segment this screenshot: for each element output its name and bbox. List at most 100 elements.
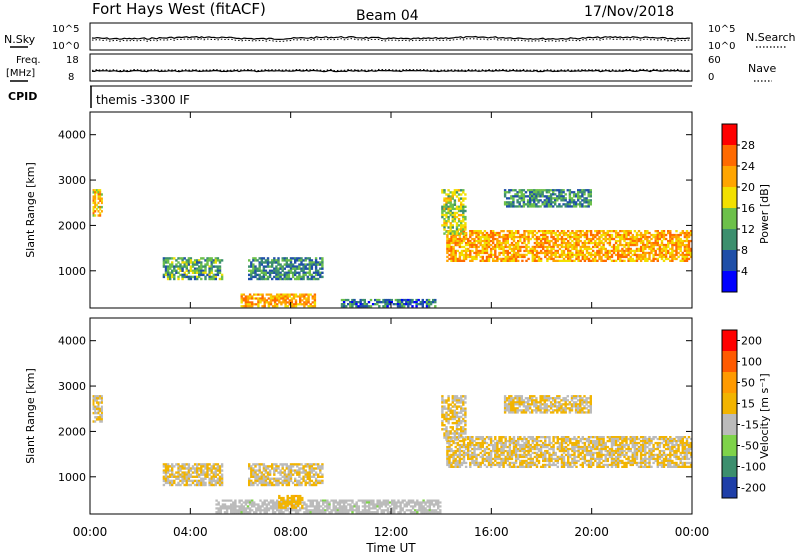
echo-cell [273,463,276,466]
echo-cell [302,475,305,478]
echo-cell [546,230,549,233]
echo-cell [166,475,170,478]
echo-cell [539,233,543,237]
echo-cell [311,509,314,512]
echo-cell [483,459,487,463]
echo-cell [479,249,482,253]
echo-cell [581,461,584,465]
echo-cell [526,195,530,198]
echo-cell [514,193,517,196]
echo-cell [473,255,476,259]
echo-cell [523,451,526,455]
echo-cell [549,201,553,204]
echo-cell [399,507,402,510]
echo-cell [485,457,489,461]
echo-cell [234,499,237,502]
echo-cell [313,305,317,308]
echo-cell [462,228,465,231]
echo-cell [587,451,591,455]
echo-cell [92,397,95,400]
echo-cell [450,455,453,459]
echo-cell [544,443,547,447]
echo-cell [579,453,582,457]
echo-cell [654,239,657,243]
echo-cell [250,271,253,274]
echo-cell [496,447,499,451]
echo-cell [519,233,522,237]
echo-cell [300,477,303,480]
echo-cell [451,195,454,198]
echo-cell [533,445,537,449]
echo-cell [462,443,466,447]
echo-cell [279,273,282,277]
echo-cell [527,239,530,243]
echo-cell [602,463,605,467]
echo-cell [625,230,628,233]
echo-cell [450,453,453,457]
echo-cell [520,191,523,194]
echo-cell [92,407,95,411]
echo-cell [548,243,551,247]
echo-cell [635,257,639,261]
echo-cell [304,479,307,483]
echo-cell [450,241,453,245]
echo-cell [608,243,612,247]
colorbar-tick-label: 4 [741,265,748,278]
echo-cell [304,473,307,476]
echo-cell [287,471,291,474]
echo-cell [193,263,197,266]
echo-cell [171,467,174,470]
echo-cell [164,265,168,268]
echo-cell [533,461,537,465]
echo-cell [502,443,505,447]
echo-cell [544,241,547,245]
echo-cell [689,230,693,233]
echo-cell [276,499,279,502]
echo-cell [193,475,197,478]
echo-cell [100,205,103,209]
echo-cell [257,299,260,302]
echo-cell [533,257,537,261]
echo-cell [267,507,271,510]
echo-cell [602,447,605,451]
echo-cell [310,465,314,468]
echo-cell [445,193,448,196]
echo-cell [260,481,263,485]
echo-cell [644,237,647,241]
echo-cell [200,261,203,264]
colorbar-tick-label: 8 [741,244,748,257]
echo-cell [579,203,582,206]
echo-cell [289,465,293,468]
echo-cell [496,451,499,455]
echo-cell [596,249,599,253]
echo-cell [602,230,605,233]
echo-cell [644,243,647,247]
freq-panel: Freq. [MHz] 18 8 60 0 Nave [6,53,776,83]
echo-cell [535,457,539,461]
echo-cell [483,251,487,255]
echo-cell [583,459,587,463]
echo-cell [556,235,559,239]
echo-cell [328,511,331,514]
echo-cell [671,255,674,259]
echo-cell [294,506,298,509]
echo-cell [248,269,251,272]
echo-cell [283,463,286,466]
echo-cell [479,451,482,455]
echo-cell [251,503,254,506]
echo-cell [589,231,593,235]
echo-cell [355,303,358,306]
echo-cell [445,211,448,215]
echo-cell [223,499,227,502]
echo-cell [556,249,559,253]
echo-cell [475,245,478,249]
echo-cell [454,445,457,449]
echo-cell [573,461,576,465]
echo-cell [100,414,103,417]
echo-region [248,463,324,487]
echo-cell [535,439,539,443]
echo-cell [502,453,505,457]
echo-cell [575,243,578,247]
echo-cell [382,509,385,512]
echo-cell [518,191,521,194]
